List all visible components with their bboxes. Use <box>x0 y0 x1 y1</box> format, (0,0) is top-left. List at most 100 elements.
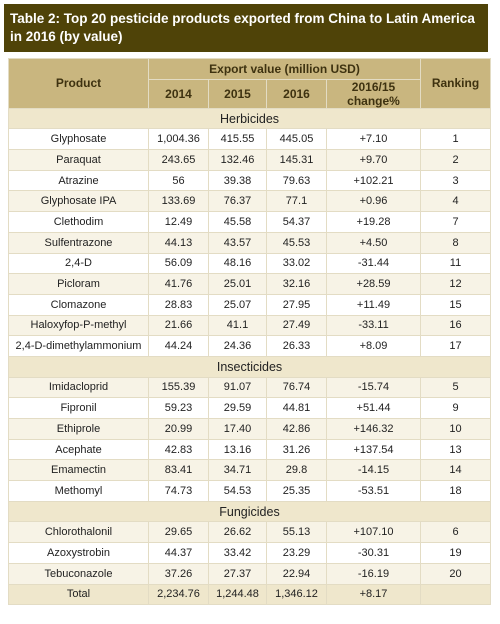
header-cell: Ranking <box>420 58 491 109</box>
cell: 25.01 <box>208 273 267 295</box>
cell: 1 <box>420 128 491 151</box>
cell: 18 <box>420 480 491 502</box>
data-row: Atrazine 56 39.38 79.63 +102.21 3 <box>8 169 491 192</box>
total-row: Total 2,234.76 1,244.48 1,346.12 +8.17 <box>8 583 491 606</box>
data-row: Haloxyfop-P-methyl 21.66 41.1 27.49 -33.11 16 <box>8 314 491 337</box>
data-row: Clethodim 12.49 45.58 54.37 +19.28 7 <box>8 211 491 233</box>
cell: -14.15 <box>326 459 421 482</box>
cell: 12 <box>420 273 491 295</box>
cell: Total <box>8 583 149 606</box>
cell: 17 <box>420 335 491 357</box>
cell: 23.29 <box>266 542 327 564</box>
cell: 13.16 <box>208 438 267 461</box>
cell: 24.36 <box>208 335 267 357</box>
cell: 31.26 <box>266 438 327 461</box>
cell: +51.44 <box>326 397 421 419</box>
section-row: Herbicides <box>8 107 491 130</box>
cell: 3 <box>420 169 491 192</box>
cell: 8 <box>420 231 491 254</box>
cell: Clethodim <box>8 211 149 233</box>
cell: 25.07 <box>208 293 267 316</box>
cell: Imidacloprid <box>8 376 149 399</box>
cell: 26.33 <box>266 335 327 357</box>
cell: 79.63 <box>266 169 327 192</box>
cell: 44.37 <box>148 542 209 564</box>
data-row: Azoxystrobin 44.37 33.42 23.29 -30.31 19 <box>8 542 491 564</box>
cell: 20 <box>420 562 491 585</box>
cell: Chlorothalonil <box>8 521 149 544</box>
cell: 9 <box>420 397 491 419</box>
cell: +102.21 <box>326 169 421 192</box>
cell: +28.59 <box>326 273 421 295</box>
data-row: Acephate 42.83 13.16 31.26 +137.54 13 <box>8 438 491 461</box>
cell: 20.99 <box>148 418 209 440</box>
cell: 415.55 <box>208 128 267 151</box>
cell: 1,004.36 <box>148 128 209 151</box>
data-row: Sulfentrazone 44.13 43.57 45.53 +4.50 8 <box>8 231 491 254</box>
cell: Ethiprole <box>8 418 149 440</box>
cell: 29.65 <box>148 521 209 544</box>
data-row: 2,4-D-dimethylammonium 44.24 24.36 26.33 +8.… <box>8 335 491 357</box>
data-row: Fipronil 59.23 29.59 44.81 +51.44 9 <box>8 397 491 419</box>
cell: -15.74 <box>326 376 421 399</box>
cell: 7 <box>420 211 491 233</box>
cell: -30.31 <box>326 542 421 564</box>
cell: 12.49 <box>148 211 209 233</box>
cell: 2,4-D <box>8 252 149 275</box>
data-row: Paraquat 243.65 132.46 145.31 +9.70 2 <box>8 149 491 171</box>
section-label: Herbicides <box>8 107 491 130</box>
cell: 34.71 <box>208 459 267 482</box>
section-row: Insecticides <box>8 355 491 378</box>
cell: 33.42 <box>208 542 267 564</box>
cell: 13 <box>420 438 491 461</box>
cell: 29.8 <box>266 459 327 482</box>
cell: 14 <box>420 459 491 482</box>
cell: +7.10 <box>326 128 421 151</box>
cell: 29.59 <box>208 397 267 419</box>
cell: 41.1 <box>208 314 267 337</box>
cell: 28.83 <box>148 293 209 316</box>
cell: 37.26 <box>148 562 209 585</box>
cell: 74.73 <box>148 480 209 502</box>
cell: 76.74 <box>266 376 327 399</box>
cell: 15 <box>420 293 491 316</box>
cell: 56.09 <box>148 252 209 275</box>
cell: 2,234.76 <box>148 583 209 606</box>
cell: 445.05 <box>266 128 327 151</box>
cell: 44.81 <box>266 397 327 419</box>
header-cell: Export value (million USD) <box>148 58 421 80</box>
cell: 27.95 <box>266 293 327 316</box>
header-cell: 2016/15 change% <box>326 78 421 109</box>
section-label: Insecticides <box>8 355 491 378</box>
section-label: Fungicides <box>8 500 491 523</box>
cell: 42.86 <box>266 418 327 440</box>
cell: 48.16 <box>208 252 267 275</box>
cell: 54.37 <box>266 211 327 233</box>
cell: 5 <box>420 376 491 399</box>
cell: +8.17 <box>326 583 421 606</box>
cell: 45.53 <box>266 231 327 254</box>
cell: 25.35 <box>266 480 327 502</box>
cell: 21.66 <box>148 314 209 337</box>
header-cell: 2015 <box>208 78 267 109</box>
section-row: Fungicides <box>8 500 491 523</box>
cell: Glyphosate <box>8 128 149 151</box>
cell: Methomyl <box>8 480 149 502</box>
cell: +107.10 <box>326 521 421 544</box>
cell: 41.76 <box>148 273 209 295</box>
cell: 33.02 <box>266 252 327 275</box>
cell: Acephate <box>8 438 149 461</box>
cell: 43.57 <box>208 231 267 254</box>
cell: -33.11 <box>326 314 421 337</box>
cell: Fipronil <box>8 397 149 419</box>
cell: 19 <box>420 542 491 564</box>
cell: Atrazine <box>8 169 149 192</box>
cell: Clomazone <box>8 293 149 316</box>
cell: 44.13 <box>148 231 209 254</box>
cell <box>420 583 491 606</box>
cell: 11 <box>420 252 491 275</box>
cell: 22.94 <box>266 562 327 585</box>
cell: +19.28 <box>326 211 421 233</box>
cell: 27.37 <box>208 562 267 585</box>
cell: 155.39 <box>148 376 209 399</box>
